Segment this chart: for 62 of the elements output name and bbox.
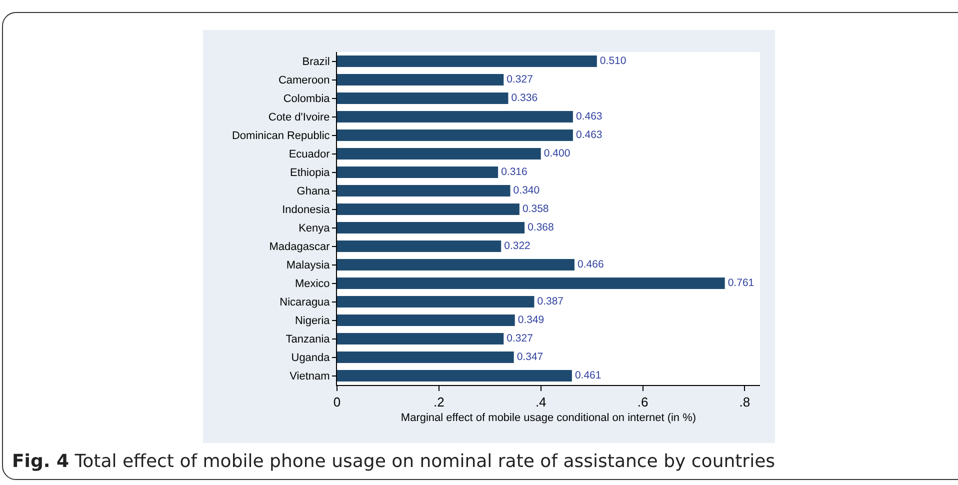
x-axis-title: Marginal effect of mobile usage conditional on internet (in %) [400,412,696,424]
bar [337,278,725,289]
y-tick-label: Mexico [294,278,330,290]
data-label: 0.368 [528,222,554,234]
y-tick-label: Ghana [296,186,331,198]
bar [337,56,597,67]
y-tick-label: Vietnam [290,370,330,383]
y-tick-label: Dominican Republic [232,130,330,142]
caption: Fig. 4 [12,451,69,472]
y-tick-label: Colombia [283,93,331,106]
y-tick-label: Madagascar [269,241,330,254]
bar [337,222,525,234]
text: Total effect of mobile phone usage on nominal rate of assistance by countries [74,451,776,472]
data-label: 0.510 [600,55,626,68]
data-label: 0.761 [728,277,754,290]
bar [337,185,510,196]
y-tick-label: Cameroon [278,74,330,87]
y-tick-label: Ethiopia [290,167,331,180]
bar [337,130,573,141]
data-label: 0.358 [522,203,549,216]
y-tick-label: Ecuador [288,148,330,161]
y-tick-label: Brazil [302,56,330,68]
bar [337,296,534,308]
bar [337,148,541,160]
x-tick-label: .4 [535,394,546,410]
bar [337,92,508,104]
data-label: 0.461 [574,370,602,382]
bar [337,74,504,86]
data-label: 0.327 [506,332,534,345]
bar [337,240,502,252]
x-tick-label: .6 [637,394,648,410]
data-label: 0.466 [578,258,604,271]
y-tick-label: Uganda [291,352,331,364]
bar [337,333,504,344]
y-tick-label: Nigeria [294,315,331,328]
data-label: 0.316 [501,166,528,178]
data-label: 0.327 [506,74,534,86]
y-tick-label: Malaysia [286,260,331,272]
data-label: 0.400 [544,148,570,160]
data-label: 0.340 [513,184,540,197]
x-tick-label: .8 [739,394,750,410]
data-label: 0.387 [537,296,564,308]
bar [337,314,515,326]
bar [337,352,514,363]
data-label: 0.463 [576,110,602,123]
y-tick-label: Indonesia [282,204,331,216]
y-tick-label: Tanzania [286,334,331,346]
bar [337,259,574,270]
data-label: 0.347 [516,351,544,364]
data-label: 0.463 [576,129,602,142]
bar [337,111,573,122]
y-tick-label: Cote d'Ivoire [268,112,330,124]
data-label: 0.349 [518,314,544,326]
bar [337,370,572,382]
data-label: 0.322 [504,240,531,252]
bar [337,166,498,178]
x-tick-label: 0 [333,394,341,410]
bar [337,204,520,215]
y-tick-label: Kenya [298,222,331,235]
y-tick-label: Nicaragua [280,296,331,309]
data-label: 0.336 [511,92,538,104]
x-tick-label: .2 [434,394,444,410]
